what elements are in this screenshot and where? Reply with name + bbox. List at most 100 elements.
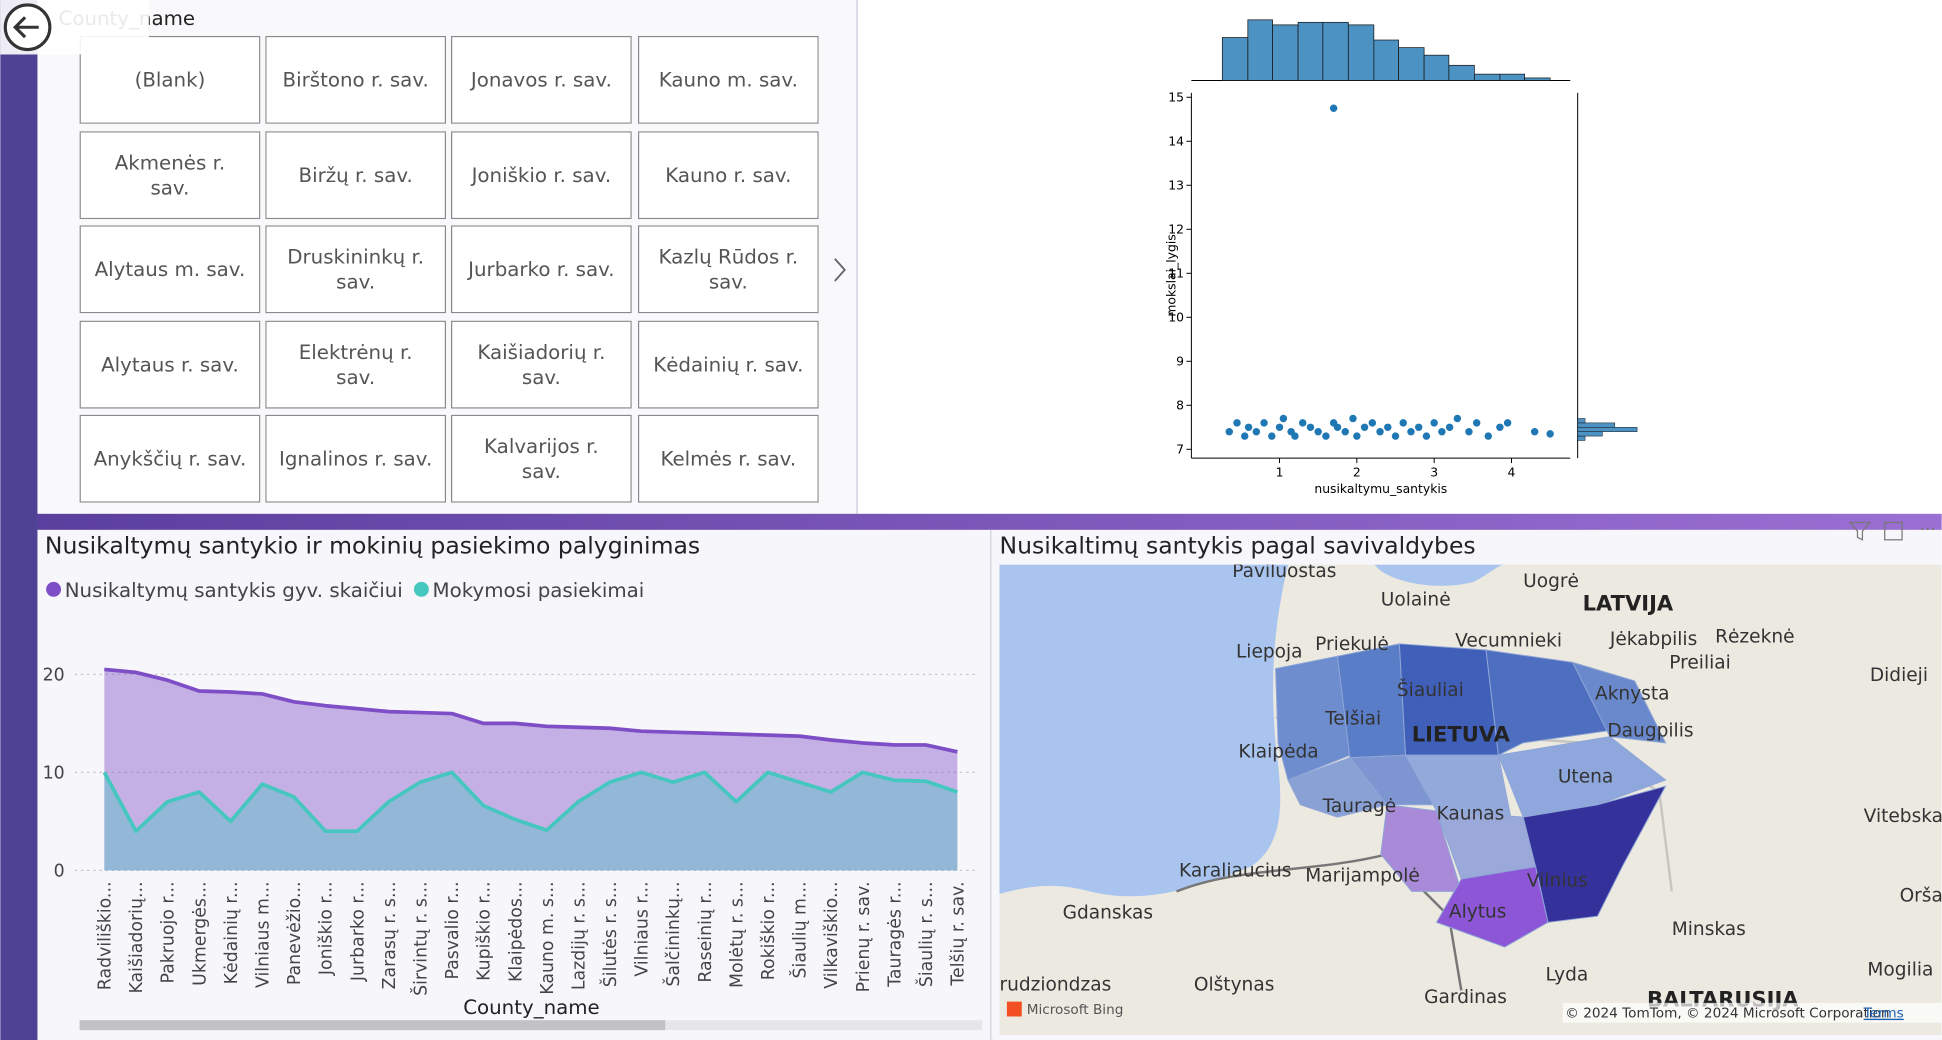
map-label: Vilnius (1527, 870, 1588, 891)
scatter-point (1275, 423, 1284, 432)
scatter-point (1306, 423, 1315, 432)
x-tick-label: Ukmergės... (190, 882, 210, 986)
x-tick-label: Tauragės r... (885, 882, 905, 988)
x-tick-label: Kaišiadorių... (127, 882, 147, 994)
slicer-item[interactable]: Kazlų Rūdos r. sav. (637, 225, 819, 314)
x-tick-label: Radviliškio... (96, 882, 116, 991)
slicer-button[interactable]: Kėdainių r. sav. (637, 320, 819, 409)
map-label: Kaunas (1437, 804, 1505, 825)
y-axis-label: mokslai_lygis (1164, 234, 1178, 316)
scatter-point (1422, 432, 1431, 440)
x-tick-label: Prienų r. sav. (854, 882, 874, 993)
filter-icon[interactable] (1848, 521, 1872, 541)
slicer-item[interactable]: Kėdainių r. sav. (637, 320, 819, 409)
slicer-item[interactable]: Birštono r. sav. (265, 35, 447, 124)
slicer-item[interactable]: Elektrėnų r. sav. (265, 320, 447, 409)
slicer-item[interactable]: Akmenės r. sav. (79, 131, 261, 220)
x-axis-title: County_name (463, 996, 600, 1019)
x-tick-label: Raseinių r... (696, 882, 716, 983)
slicer-button[interactable]: Druskininkų r. sav. (265, 225, 447, 314)
scatter-point (1384, 423, 1392, 432)
region (1497, 736, 1667, 818)
map-label: Gardinas (1424, 987, 1507, 1008)
slicer-item[interactable]: Joniškio r. sav. (451, 131, 632, 220)
slicer-button[interactable]: Kalvarijos r. sav. (451, 414, 632, 503)
slicer-button[interactable]: Alytaus m. sav. (79, 225, 261, 314)
slicer-item[interactable]: Kelmės r. sav. (637, 414, 819, 503)
scatter-point (1472, 419, 1481, 427)
map-label: Alytus (1449, 901, 1507, 922)
slicer-item[interactable]: Kaišiadorių r. sav. (451, 320, 632, 409)
slicer-button[interactable]: Joniškio r. sav. (451, 131, 632, 220)
slicer-button[interactable]: Elektrėnų r. sav. (265, 320, 447, 409)
slicer-button[interactable]: Jonavos r. sav. (451, 35, 632, 124)
slicer-button[interactable]: Kauno r. sav. (637, 131, 819, 220)
slicer-button[interactable]: Kazlų Rūdos r. sav. (637, 225, 819, 314)
histogram-bar (1524, 77, 1551, 81)
map-label: rudziondzas (999, 974, 1111, 995)
y-tick-label: 20 (43, 666, 65, 686)
next-page-chevron[interactable] (834, 258, 846, 282)
y-tick-label: 15 (1168, 91, 1184, 105)
slicer-button[interactable]: Akmenės r. sav. (79, 131, 261, 220)
map-label: Rėzeknė (1715, 627, 1794, 648)
scatter-point (1407, 427, 1415, 436)
slicer-item[interactable]: Kauno m. sav. (637, 35, 819, 124)
scatter-point (1530, 427, 1539, 436)
slicer-item[interactable]: Kalvarijos r. sav. (451, 414, 632, 503)
slicer-item[interactable]: Jurbarko r. sav. (451, 225, 632, 314)
slicer-button[interactable]: Jurbarko r. sav. (451, 225, 632, 314)
more-icon[interactable]: ··· (1919, 520, 1936, 540)
slicer-item[interactable]: Kauno r. sav. (637, 131, 819, 220)
back-arrow[interactable] (13, 16, 39, 39)
jointplot: 1 2 3 4789101112131415nusikaltymu_santykism… (1164, 19, 1638, 496)
scatter-point (1252, 427, 1261, 436)
legend-label: Mokymosi pasiekimai (433, 579, 645, 602)
x-tick-label: Lazdijų r. s... (569, 882, 589, 991)
scrollbar-thumb[interactable] (79, 1020, 666, 1031)
region (1571, 661, 1667, 744)
slicer-button[interactable]: Biržų r. sav. (265, 131, 447, 220)
map-label: Gdanskas (1063, 903, 1153, 924)
map-label: Tauragė (1322, 796, 1397, 817)
slicer-button[interactable]: Kaišiadorių r. sav. (451, 320, 632, 409)
map-label: Karaliaucius (1179, 861, 1291, 882)
slicer-button[interactable]: Ignalinos r. sav. (265, 414, 447, 503)
x-tick-label: 3 (1430, 466, 1438, 480)
x-tick-label: Rokiškio r... (759, 882, 779, 981)
map-label: Vecumnieki (1455, 630, 1562, 651)
map-label: Mogilia (1867, 960, 1933, 981)
x-tick-label: Pakruojo r... (159, 882, 179, 984)
slicer-button[interactable]: Anykščių r. sav. (79, 414, 261, 503)
x-tick-label: Joniškio r... (317, 882, 337, 977)
map: Paviluostas Uogrė Uolainė LATVIJA Liepoj… (999, 564, 1942, 1036)
focus-icon[interactable] (1884, 521, 1903, 541)
area-chart: Nusikaltymų santykio ir mokinių pasiekim… (43, 531, 983, 1031)
slicer-item[interactable]: Alytaus m. sav. (79, 225, 261, 314)
slicer-button[interactable]: Birštono r. sav. (265, 35, 447, 124)
y-tick-label: 8 (1176, 399, 1184, 413)
scatter-point (1368, 419, 1377, 427)
scatter-point (1268, 432, 1276, 440)
slicer-item[interactable]: Alytaus r. sav. (79, 320, 261, 409)
scatter-point (1329, 104, 1338, 112)
slicer-button[interactable]: Kauno m. sav. (637, 35, 819, 124)
slicer-button[interactable]: Kelmės r. sav. (637, 414, 819, 503)
slicer-item[interactable]: Druskininkų r. sav. (265, 225, 447, 314)
x-tick-label: Šilutės r. s... (599, 882, 621, 988)
slicer-button[interactable]: Alytaus r. sav. (79, 320, 261, 409)
x-tick-label: 1 (1276, 466, 1284, 480)
slicer-item[interactable]: Biržų r. sav. (265, 131, 447, 220)
scatter-point (1391, 432, 1400, 440)
scatter-point (1291, 432, 1299, 440)
histogram-bar (1473, 73, 1501, 81)
slicer-item[interactable]: Ignalinos r. sav. (265, 414, 447, 503)
slicer-item[interactable]: Anykščių r. sav. (79, 414, 261, 503)
map-label: Vitebska (1864, 806, 1942, 827)
back-button[interactable] (3, 3, 52, 52)
map-terms[interactable]: Terms (1863, 1006, 1904, 1022)
y-tick-label: 13 (1168, 179, 1184, 193)
slicer-item[interactable]: Jonavos r. sav. (451, 35, 632, 124)
scatter-point (1225, 427, 1233, 436)
